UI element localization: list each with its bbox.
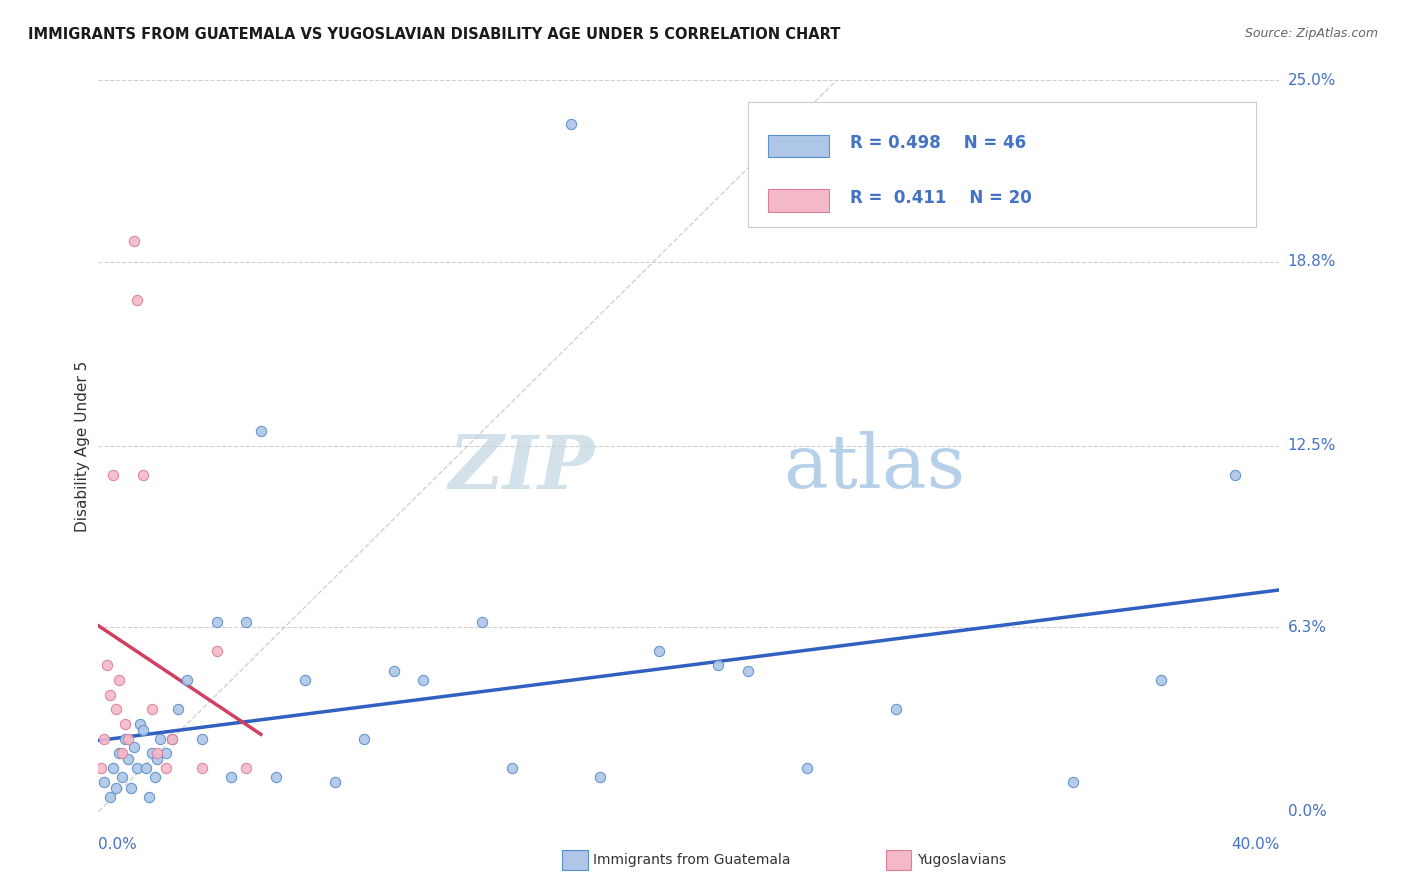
Point <box>93 731 115 746</box>
Point <box>149 731 172 746</box>
Point <box>111 746 134 760</box>
Point <box>138 790 160 805</box>
Point <box>648 644 671 658</box>
Text: 0.0%: 0.0% <box>1288 805 1326 819</box>
Y-axis label: Disability Age Under 5: Disability Age Under 5 <box>75 360 90 532</box>
Point <box>108 746 131 760</box>
Point <box>93 775 115 789</box>
Text: 12.5%: 12.5% <box>1288 439 1336 453</box>
Point <box>132 468 155 483</box>
Point <box>205 644 228 658</box>
Point <box>114 717 136 731</box>
Text: 18.8%: 18.8% <box>1288 254 1336 269</box>
Point <box>707 658 730 673</box>
Point <box>191 731 214 746</box>
Point <box>1223 468 1246 483</box>
Point <box>141 746 163 760</box>
Point <box>111 770 134 784</box>
Point <box>264 770 287 784</box>
Point <box>1062 775 1084 789</box>
Point <box>141 702 163 716</box>
Point <box>176 673 198 687</box>
Point <box>382 665 405 679</box>
Point <box>103 468 125 483</box>
Text: Yugoslavians: Yugoslavians <box>917 853 1005 867</box>
Point <box>191 761 214 775</box>
Point <box>294 673 316 687</box>
Point <box>146 746 169 760</box>
Point <box>143 770 166 784</box>
Point <box>235 615 257 629</box>
Point <box>353 731 375 746</box>
Text: ZIP: ZIP <box>449 432 595 504</box>
Point <box>103 761 125 775</box>
Point <box>135 761 157 775</box>
Point <box>412 673 434 687</box>
Point <box>132 723 155 737</box>
Text: 40.0%: 40.0% <box>1232 837 1279 852</box>
Text: 25.0%: 25.0% <box>1288 73 1336 87</box>
Point <box>884 702 907 716</box>
Point <box>162 731 183 746</box>
Point <box>162 731 183 746</box>
Point <box>205 615 228 629</box>
Point <box>117 752 139 766</box>
Point <box>323 775 346 789</box>
Point <box>125 293 148 307</box>
Text: 6.3%: 6.3% <box>1288 620 1327 635</box>
Point <box>155 746 177 760</box>
Point <box>501 761 523 775</box>
Point <box>560 117 582 131</box>
Point <box>146 752 169 766</box>
Point <box>98 688 121 702</box>
Point <box>737 665 759 679</box>
Point <box>122 740 145 755</box>
Point <box>105 781 128 796</box>
Text: IMMIGRANTS FROM GUATEMALA VS YUGOSLAVIAN DISABILITY AGE UNDER 5 CORRELATION CHAR: IMMIGRANTS FROM GUATEMALA VS YUGOSLAVIAN… <box>28 27 841 42</box>
Text: 0.0%: 0.0% <box>98 837 138 852</box>
Point <box>155 761 177 775</box>
Point <box>125 761 148 775</box>
Point <box>1150 673 1173 687</box>
Point <box>167 702 190 716</box>
Point <box>235 761 257 775</box>
Point <box>122 234 145 248</box>
Point <box>250 425 273 439</box>
Point <box>96 658 118 673</box>
Point <box>471 615 494 629</box>
Text: atlas: atlas <box>783 432 966 505</box>
Point <box>120 781 142 796</box>
Point <box>128 717 150 731</box>
Point <box>105 702 128 716</box>
Point <box>90 761 112 775</box>
Point <box>589 770 612 784</box>
Point <box>108 673 131 687</box>
Point <box>98 790 121 805</box>
Text: Immigrants from Guatemala: Immigrants from Guatemala <box>593 853 790 867</box>
Point <box>117 731 139 746</box>
Text: Source: ZipAtlas.com: Source: ZipAtlas.com <box>1244 27 1378 40</box>
Point <box>796 761 818 775</box>
Point <box>219 770 243 784</box>
Point <box>114 731 136 746</box>
